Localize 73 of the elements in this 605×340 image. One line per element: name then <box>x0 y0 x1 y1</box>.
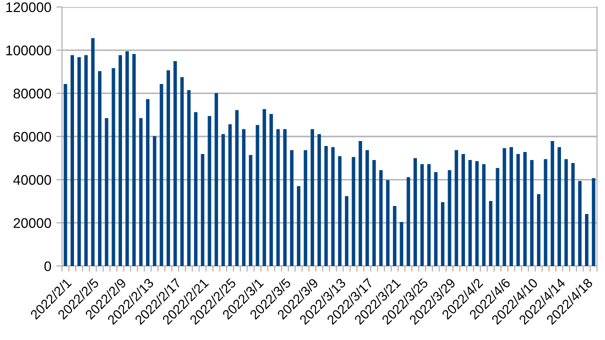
bar <box>118 55 122 266</box>
bar <box>578 180 582 266</box>
bar <box>414 158 417 266</box>
bar <box>146 99 150 266</box>
bar <box>366 150 369 266</box>
bar <box>221 134 225 266</box>
bar <box>228 124 232 266</box>
bar <box>502 148 506 266</box>
bar <box>372 160 376 266</box>
bar <box>152 136 156 266</box>
bar <box>64 84 68 266</box>
bar <box>166 70 170 266</box>
bar <box>392 206 396 266</box>
bar <box>420 164 424 266</box>
bar <box>358 141 362 266</box>
bar <box>98 71 102 266</box>
bar <box>235 110 239 266</box>
bar <box>160 84 164 266</box>
bar <box>592 178 596 266</box>
bar <box>550 141 554 266</box>
bar <box>77 57 81 266</box>
y-tick-label: 120000 <box>6 2 52 12</box>
bar <box>462 154 465 266</box>
bar <box>344 196 348 266</box>
bar <box>139 118 143 266</box>
bar <box>558 147 561 266</box>
bar <box>434 172 438 266</box>
bar <box>454 150 458 266</box>
bar <box>386 180 390 266</box>
bar <box>296 186 300 266</box>
bar <box>440 202 444 266</box>
bar <box>104 118 108 266</box>
bar <box>283 129 287 266</box>
bar <box>338 156 342 266</box>
bar <box>187 90 191 266</box>
y-tick-label: 80000 <box>14 88 52 99</box>
bar <box>262 109 266 266</box>
bar <box>488 201 492 266</box>
bar <box>242 129 246 266</box>
y-tick-label: 0 <box>44 261 52 272</box>
bar <box>406 177 410 266</box>
bar <box>91 38 95 266</box>
bar <box>317 134 321 266</box>
bar <box>290 150 294 266</box>
bar <box>530 160 534 266</box>
bar <box>544 159 548 266</box>
bar <box>496 168 500 266</box>
bar <box>379 170 383 266</box>
bar <box>427 164 431 266</box>
bar <box>70 55 74 266</box>
bar <box>248 155 252 266</box>
bar <box>331 147 335 266</box>
bar <box>194 112 198 266</box>
bar <box>173 61 177 266</box>
bar <box>510 147 513 266</box>
bar <box>276 129 280 266</box>
bar <box>125 51 129 266</box>
bar <box>324 146 328 266</box>
bar <box>536 194 540 266</box>
bar <box>564 159 568 266</box>
bar <box>584 214 588 266</box>
y-tick-label: 20000 <box>14 218 52 228</box>
bar <box>200 154 204 266</box>
y-tick-label: 40000 <box>13 175 52 185</box>
bar <box>214 93 218 266</box>
bar <box>310 129 314 266</box>
bar <box>112 68 116 266</box>
bar <box>269 114 273 266</box>
y-tick-label: 60000 <box>14 132 52 142</box>
bar <box>516 154 520 266</box>
bar <box>482 164 486 266</box>
bar <box>468 160 472 266</box>
y-tick-label: 100000 <box>6 46 52 56</box>
